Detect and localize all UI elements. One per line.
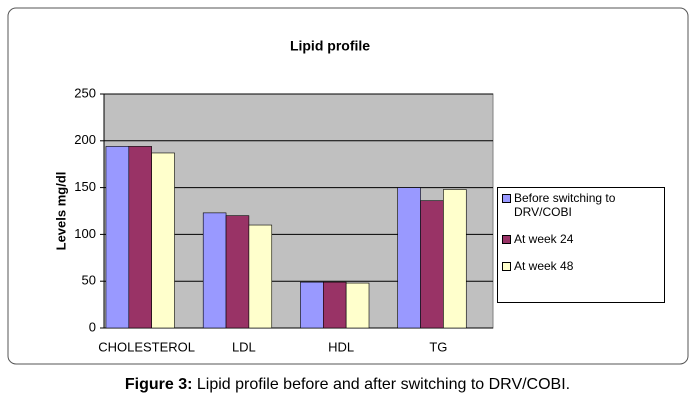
y-tick-label: 150 [74,179,96,194]
bar [105,146,130,329]
legend-label: At week 24 [514,232,574,246]
caption: Figure 3: Lipid profile before and after… [0,376,695,394]
legend-item: Before switching to DRV/COBI [502,191,660,219]
legend-swatch [502,194,511,203]
caption-text: Lipid profile before and after switching… [196,376,571,393]
bar [443,189,467,329]
bar [128,146,152,329]
x-tick-label: CHOLESTEROL [98,339,195,354]
bar [225,215,250,329]
y-tick-label: 50 [82,273,96,288]
legend-swatch [502,262,511,271]
y-tick-label: 200 [74,132,96,147]
legend: Before switching to DRV/COBI At week 24 At… [497,187,665,303]
caption-label: Figure 3: [124,376,193,393]
legend-label: At week 48 [514,259,574,273]
bar [151,152,175,329]
y-tick-label: 0 [89,319,96,334]
y-tick-label: 100 [74,226,96,241]
bar [202,212,227,329]
x-tick-label: LDL [232,339,256,354]
x-tick-label: TG [429,339,447,354]
x-tick-label: HDL [328,339,354,354]
chart-title: Lipid profile [290,38,370,54]
legend-item: At week 48 [502,259,660,273]
bar [420,200,444,329]
bar [300,281,324,329]
y-tick-label: 250 [74,85,96,100]
legend-label: Before switching to DRV/COBI [514,191,616,219]
bar [322,281,347,329]
y-axis-label: Levels mg/dl [53,172,68,251]
legend-item: At week 24 [502,232,660,246]
bar [248,224,273,329]
bar [397,187,421,329]
legend-swatch [502,235,511,244]
bar [345,282,370,329]
